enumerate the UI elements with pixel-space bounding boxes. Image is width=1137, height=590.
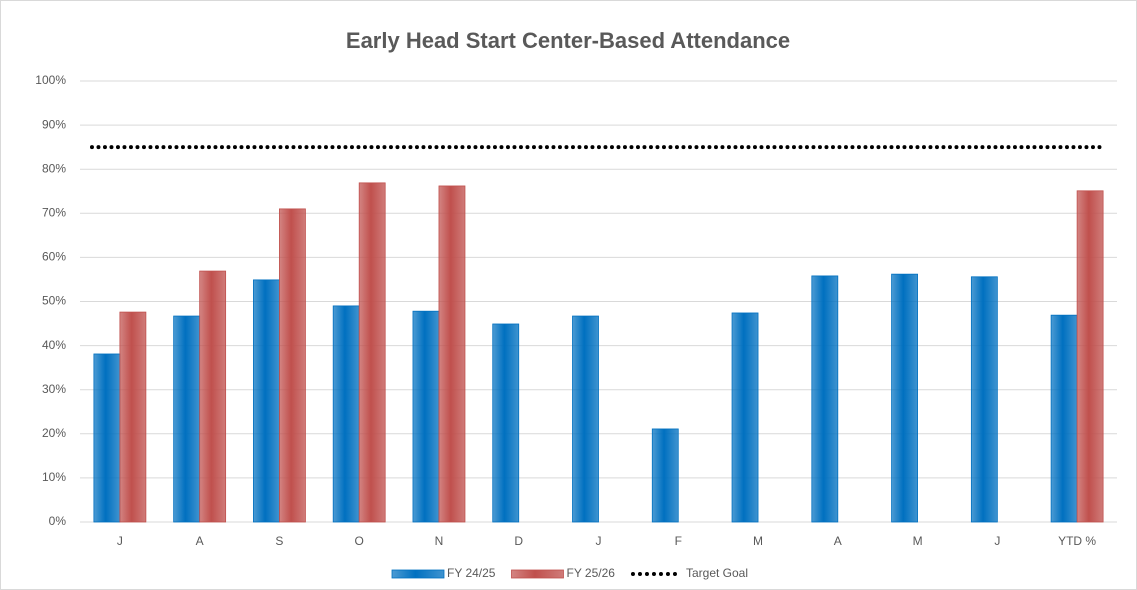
bar <box>1050 314 1078 523</box>
y-tick-label: 20% <box>42 426 66 440</box>
legend-swatch <box>511 569 564 579</box>
chart-title: Early Head Start Center-Based Attendance <box>346 28 790 53</box>
y-tick-label: 30% <box>42 382 66 396</box>
x-tick-label: J <box>994 534 1000 548</box>
bar <box>651 428 679 523</box>
bar <box>1076 190 1104 523</box>
y-tick-label: 10% <box>42 470 66 484</box>
y-tick-label: 70% <box>42 205 66 219</box>
x-tick-label: F <box>675 534 682 548</box>
y-tick-label: 40% <box>42 338 66 352</box>
x-tick-label: A <box>834 534 842 548</box>
x-tick-label: N <box>435 534 444 548</box>
bar <box>119 311 147 523</box>
bar <box>279 208 306 523</box>
bar <box>731 312 759 523</box>
x-tick-label: M <box>753 534 763 548</box>
bar <box>358 182 386 523</box>
legend-label: FY 24/25 <box>447 566 496 580</box>
x-tick-label: O <box>355 534 364 548</box>
y-tick-label: 60% <box>42 250 66 264</box>
bar <box>891 273 918 523</box>
x-tick-label: J <box>596 534 602 548</box>
x-tick-label: M <box>913 534 923 548</box>
x-tick-label: J <box>117 534 123 548</box>
bar <box>412 310 440 523</box>
bar <box>332 305 360 523</box>
bar <box>253 279 280 523</box>
bar <box>970 276 998 523</box>
x-tick-label: S <box>275 534 283 548</box>
x-tick-label: D <box>514 534 523 548</box>
y-tick-label: 50% <box>42 294 66 308</box>
y-tick-label: 80% <box>42 161 66 175</box>
x-tick-label: A <box>196 534 204 548</box>
bar <box>492 323 520 523</box>
y-tick-label: 90% <box>42 117 66 131</box>
legend-label: Target Goal <box>686 566 748 580</box>
legend-swatch <box>391 569 445 579</box>
bar <box>93 353 121 523</box>
legend-label: FY 25/26 <box>566 566 615 580</box>
x-tick-label: YTD % <box>1058 534 1096 548</box>
bar <box>438 185 466 523</box>
y-tick-label: 0% <box>49 514 67 528</box>
bar <box>811 275 839 523</box>
bar <box>572 315 599 523</box>
y-tick-label: 100% <box>35 73 66 87</box>
bar <box>199 270 227 523</box>
bar <box>173 315 201 523</box>
